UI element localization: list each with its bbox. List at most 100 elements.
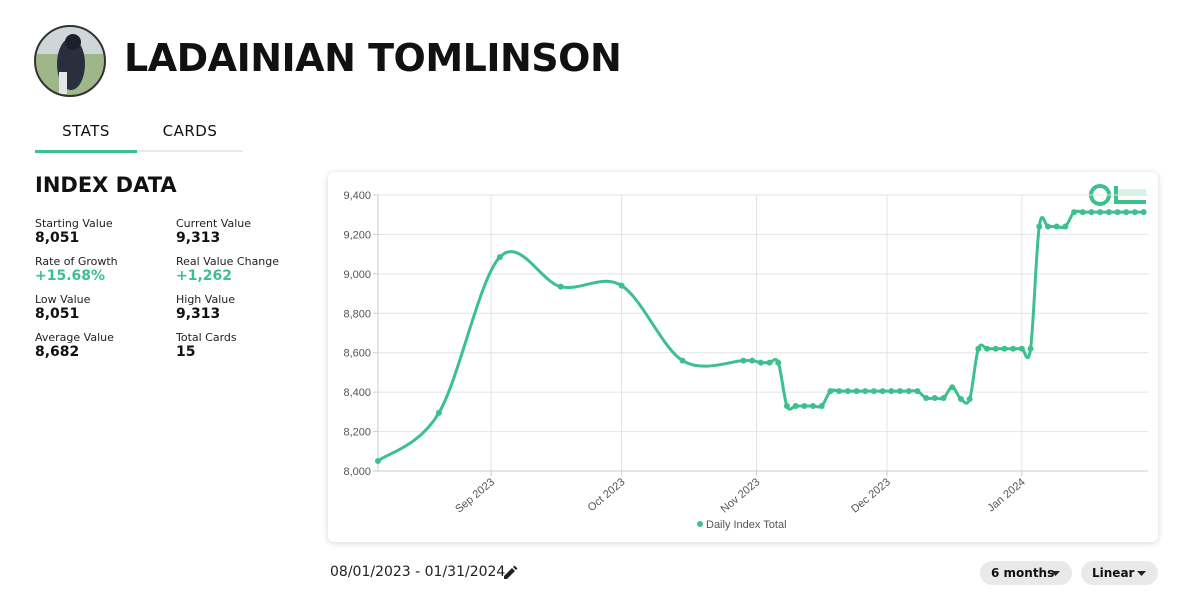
y-tick-label: 8,200 bbox=[343, 427, 371, 439]
point bbox=[1114, 209, 1121, 216]
point bbox=[810, 402, 817, 409]
point bbox=[1079, 209, 1086, 216]
point bbox=[1123, 209, 1130, 216]
point bbox=[949, 384, 956, 391]
stat-value: 8,682 bbox=[35, 344, 80, 360]
y-tick-label: 8,400 bbox=[343, 387, 371, 399]
point bbox=[827, 388, 834, 395]
x-tick-label: Sep 2023 bbox=[453, 476, 497, 515]
tab[interactable]: CARDS bbox=[162, 122, 218, 140]
point bbox=[853, 388, 860, 395]
point bbox=[862, 388, 869, 395]
point bbox=[679, 357, 686, 364]
point bbox=[1027, 345, 1034, 352]
point bbox=[1088, 209, 1095, 216]
point bbox=[435, 409, 442, 416]
point bbox=[1131, 209, 1138, 216]
point bbox=[783, 402, 790, 409]
point bbox=[775, 359, 782, 366]
point bbox=[931, 395, 938, 402]
stat-label: Total Cards bbox=[176, 331, 237, 344]
point bbox=[1140, 209, 1147, 216]
point bbox=[1053, 223, 1060, 230]
point bbox=[914, 388, 921, 395]
point bbox=[1105, 209, 1112, 216]
date-range: 08/01/2023 - 01/31/2024 bbox=[330, 564, 506, 580]
stat-label: Low Value bbox=[35, 293, 91, 306]
button-label: 6 months bbox=[991, 566, 1055, 580]
point bbox=[375, 457, 381, 464]
point bbox=[966, 396, 973, 403]
point bbox=[870, 388, 877, 395]
point bbox=[992, 345, 999, 352]
point bbox=[1044, 223, 1051, 230]
point bbox=[496, 254, 503, 261]
avatar bbox=[34, 25, 106, 97]
range-select[interactable]: 6 months bbox=[980, 561, 1072, 585]
point bbox=[792, 402, 799, 409]
legend-marker bbox=[697, 521, 703, 527]
point bbox=[1010, 345, 1017, 352]
stat-value: 9,313 bbox=[176, 306, 221, 322]
line bbox=[377, 209, 1144, 463]
button-label: Linear bbox=[1092, 566, 1135, 580]
stat-label: Rate of Growth bbox=[35, 255, 118, 268]
point bbox=[1001, 345, 1008, 352]
point bbox=[1036, 223, 1043, 230]
legend-label: Daily Index Total bbox=[706, 519, 787, 531]
y-tick-label: 8,000 bbox=[343, 466, 371, 478]
chart: 8,000 8,200 8,400 8,600 8,800 9,000 9,200 9,400… bbox=[343, 184, 1148, 531]
point bbox=[984, 345, 991, 352]
stat-value: +1,262 bbox=[176, 268, 233, 284]
point bbox=[905, 388, 912, 395]
point bbox=[836, 388, 843, 395]
point bbox=[957, 396, 964, 403]
tab-rail bbox=[35, 150, 243, 152]
stat-label: Average Value bbox=[35, 331, 114, 344]
point bbox=[940, 395, 947, 402]
caret bbox=[1051, 571, 1060, 576]
point bbox=[1018, 345, 1025, 352]
point bbox=[766, 359, 773, 366]
stat-label: Starting Value bbox=[35, 217, 113, 230]
stat-value: 8,051 bbox=[35, 306, 80, 322]
stat-value: 15 bbox=[176, 344, 196, 360]
section-title: INDEX DATA bbox=[35, 173, 177, 197]
caret bbox=[1137, 571, 1146, 576]
y-tick-label: 8,800 bbox=[343, 308, 371, 320]
point bbox=[749, 357, 756, 364]
x-tick-label: Oct 2023 bbox=[586, 476, 628, 514]
chart-card: 8,000 8,200 8,400 8,600 8,800 9,000 9,200 9,400… bbox=[328, 172, 1158, 542]
y-tick-label: 8,600 bbox=[343, 348, 371, 360]
point bbox=[888, 388, 895, 395]
point bbox=[557, 283, 564, 290]
y-tick-label: 9,200 bbox=[343, 229, 371, 241]
scale-select[interactable]: Linear bbox=[1081, 561, 1158, 585]
x-tick-label: Jan 2024 bbox=[985, 476, 1027, 514]
point bbox=[975, 345, 982, 352]
stat-value: 9,313 bbox=[176, 230, 221, 246]
point bbox=[1062, 223, 1069, 230]
point bbox=[923, 395, 930, 402]
point bbox=[844, 388, 851, 395]
point bbox=[897, 388, 904, 395]
stat-label: Real Value Change bbox=[176, 255, 280, 268]
point bbox=[740, 357, 747, 364]
point bbox=[1071, 209, 1078, 216]
x-tick-label: Nov 2023 bbox=[719, 476, 763, 515]
point bbox=[1097, 209, 1104, 216]
stat-value: +15.68% bbox=[35, 268, 106, 284]
point bbox=[801, 402, 808, 409]
point bbox=[618, 282, 625, 289]
tab-indicator bbox=[35, 150, 137, 153]
y-tick-label: 9,000 bbox=[343, 269, 371, 281]
player-name: LADAINIAN TOMLINSON bbox=[124, 36, 622, 80]
stat-label: Current Value bbox=[176, 217, 252, 230]
edit-icon[interactable] bbox=[502, 565, 518, 581]
point bbox=[879, 388, 886, 395]
stat-label: High Value bbox=[176, 293, 235, 306]
point bbox=[757, 359, 764, 366]
tab[interactable]: STATS bbox=[62, 122, 110, 140]
point bbox=[818, 402, 825, 409]
